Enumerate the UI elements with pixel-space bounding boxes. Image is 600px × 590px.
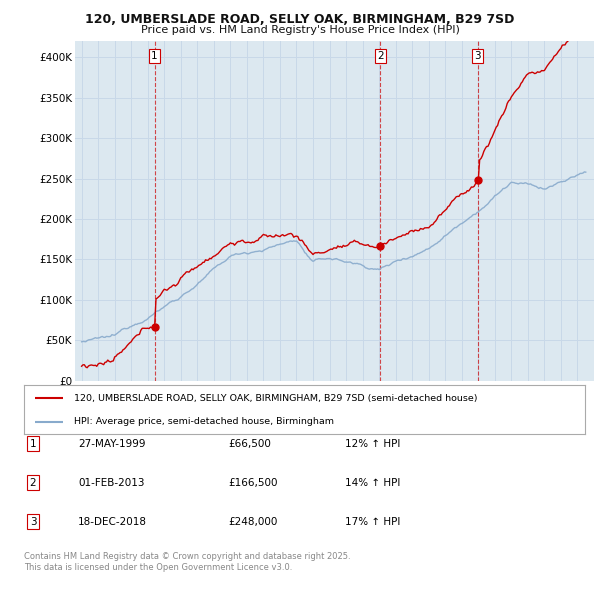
Text: 120, UMBERSLADE ROAD, SELLY OAK, BIRMINGHAM, B29 7SD (semi-detached house): 120, UMBERSLADE ROAD, SELLY OAK, BIRMING… <box>74 394 478 403</box>
Point <box>150 322 160 332</box>
Text: 01-FEB-2013: 01-FEB-2013 <box>78 478 145 487</box>
Text: 3: 3 <box>475 51 481 61</box>
Text: 17% ↑ HPI: 17% ↑ HPI <box>345 517 400 526</box>
Text: Contains HM Land Registry data © Crown copyright and database right 2025.
This d: Contains HM Land Registry data © Crown c… <box>24 552 350 572</box>
Text: £66,500: £66,500 <box>228 439 271 448</box>
Text: 3: 3 <box>29 517 37 526</box>
Text: £166,500: £166,500 <box>228 478 277 487</box>
Text: £248,000: £248,000 <box>228 517 277 526</box>
Text: 1: 1 <box>151 51 158 61</box>
Text: 2: 2 <box>29 478 37 487</box>
Text: 2: 2 <box>377 51 384 61</box>
Text: Price paid vs. HM Land Registry's House Price Index (HPI): Price paid vs. HM Land Registry's House … <box>140 25 460 35</box>
Point <box>376 241 385 251</box>
Text: 12% ↑ HPI: 12% ↑ HPI <box>345 439 400 448</box>
Text: 18-DEC-2018: 18-DEC-2018 <box>78 517 147 526</box>
Text: 27-MAY-1999: 27-MAY-1999 <box>78 439 146 448</box>
Text: 1: 1 <box>29 439 37 448</box>
Text: 14% ↑ HPI: 14% ↑ HPI <box>345 478 400 487</box>
Text: HPI: Average price, semi-detached house, Birmingham: HPI: Average price, semi-detached house,… <box>74 417 334 426</box>
Point <box>473 175 482 185</box>
Text: 120, UMBERSLADE ROAD, SELLY OAK, BIRMINGHAM, B29 7SD: 120, UMBERSLADE ROAD, SELLY OAK, BIRMING… <box>85 13 515 26</box>
